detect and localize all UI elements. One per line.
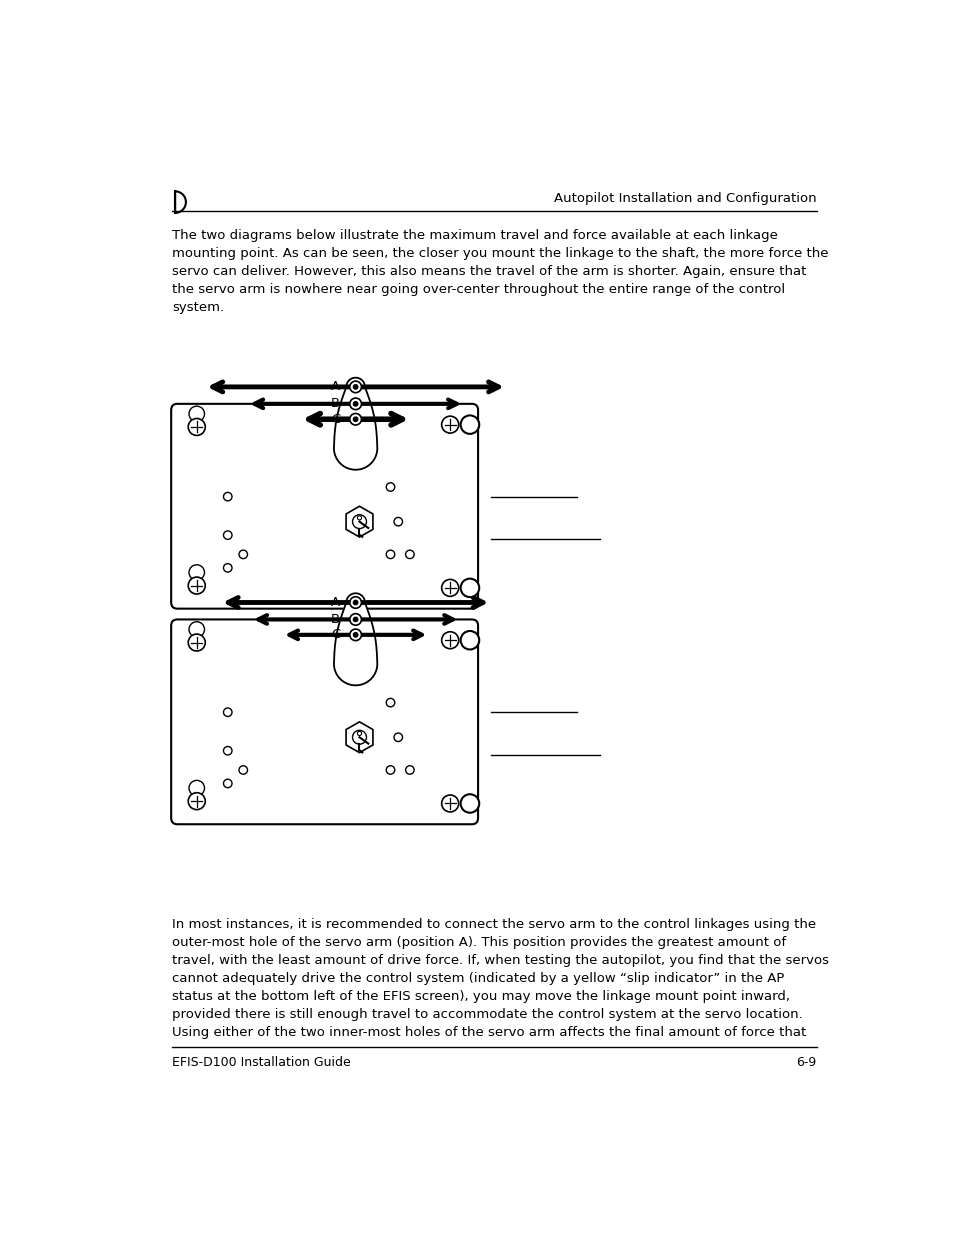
- Circle shape: [460, 794, 478, 813]
- Circle shape: [223, 746, 232, 755]
- Circle shape: [357, 516, 361, 520]
- Circle shape: [405, 550, 414, 558]
- Text: The two diagrams below illustrate the maximum travel and force available at each: The two diagrams below illustrate the ma…: [172, 228, 827, 314]
- Circle shape: [394, 517, 402, 526]
- Polygon shape: [346, 721, 373, 752]
- Circle shape: [353, 401, 357, 406]
- Circle shape: [189, 406, 204, 421]
- Circle shape: [223, 563, 232, 572]
- Polygon shape: [346, 506, 373, 537]
- Circle shape: [386, 698, 395, 706]
- Circle shape: [353, 384, 357, 389]
- Circle shape: [189, 781, 204, 795]
- Circle shape: [350, 614, 361, 625]
- Circle shape: [386, 550, 395, 558]
- Text: A: A: [331, 380, 340, 394]
- Circle shape: [460, 579, 478, 597]
- Circle shape: [405, 766, 414, 774]
- FancyBboxPatch shape: [171, 620, 477, 824]
- Circle shape: [353, 417, 357, 421]
- Circle shape: [188, 577, 205, 594]
- Circle shape: [189, 564, 204, 580]
- Polygon shape: [334, 378, 377, 469]
- Circle shape: [353, 600, 357, 605]
- Text: Autopilot Installation and Configuration: Autopilot Installation and Configuration: [554, 191, 816, 205]
- Circle shape: [441, 416, 458, 433]
- Circle shape: [357, 731, 361, 736]
- Circle shape: [350, 414, 361, 425]
- Circle shape: [223, 531, 232, 540]
- Circle shape: [223, 779, 232, 788]
- Circle shape: [353, 632, 357, 637]
- Circle shape: [460, 631, 478, 650]
- Text: A: A: [331, 597, 340, 609]
- Circle shape: [239, 766, 247, 774]
- Circle shape: [460, 415, 478, 433]
- Circle shape: [386, 483, 395, 492]
- Circle shape: [350, 629, 361, 641]
- Circle shape: [353, 515, 366, 529]
- Text: C: C: [331, 629, 340, 641]
- Text: B: B: [331, 613, 340, 626]
- Polygon shape: [334, 593, 377, 685]
- Circle shape: [353, 618, 357, 621]
- Circle shape: [189, 621, 204, 637]
- Circle shape: [441, 579, 458, 597]
- Circle shape: [188, 634, 205, 651]
- Circle shape: [350, 597, 361, 609]
- Circle shape: [441, 632, 458, 648]
- Circle shape: [188, 793, 205, 810]
- Circle shape: [386, 766, 395, 774]
- Circle shape: [239, 550, 247, 558]
- Circle shape: [441, 795, 458, 811]
- Circle shape: [188, 419, 205, 436]
- Text: EFIS-D100 Installation Guide: EFIS-D100 Installation Guide: [172, 1056, 351, 1068]
- Circle shape: [353, 730, 366, 745]
- Circle shape: [223, 708, 232, 716]
- FancyBboxPatch shape: [171, 404, 477, 609]
- Circle shape: [223, 493, 232, 501]
- Circle shape: [350, 382, 361, 393]
- Circle shape: [350, 398, 361, 410]
- Text: C: C: [331, 412, 340, 426]
- Text: 6-9: 6-9: [796, 1056, 816, 1068]
- Text: B: B: [331, 398, 340, 410]
- Text: In most instances, it is recommended to connect the servo arm to the control lin: In most instances, it is recommended to …: [172, 918, 828, 1039]
- Circle shape: [394, 734, 402, 741]
